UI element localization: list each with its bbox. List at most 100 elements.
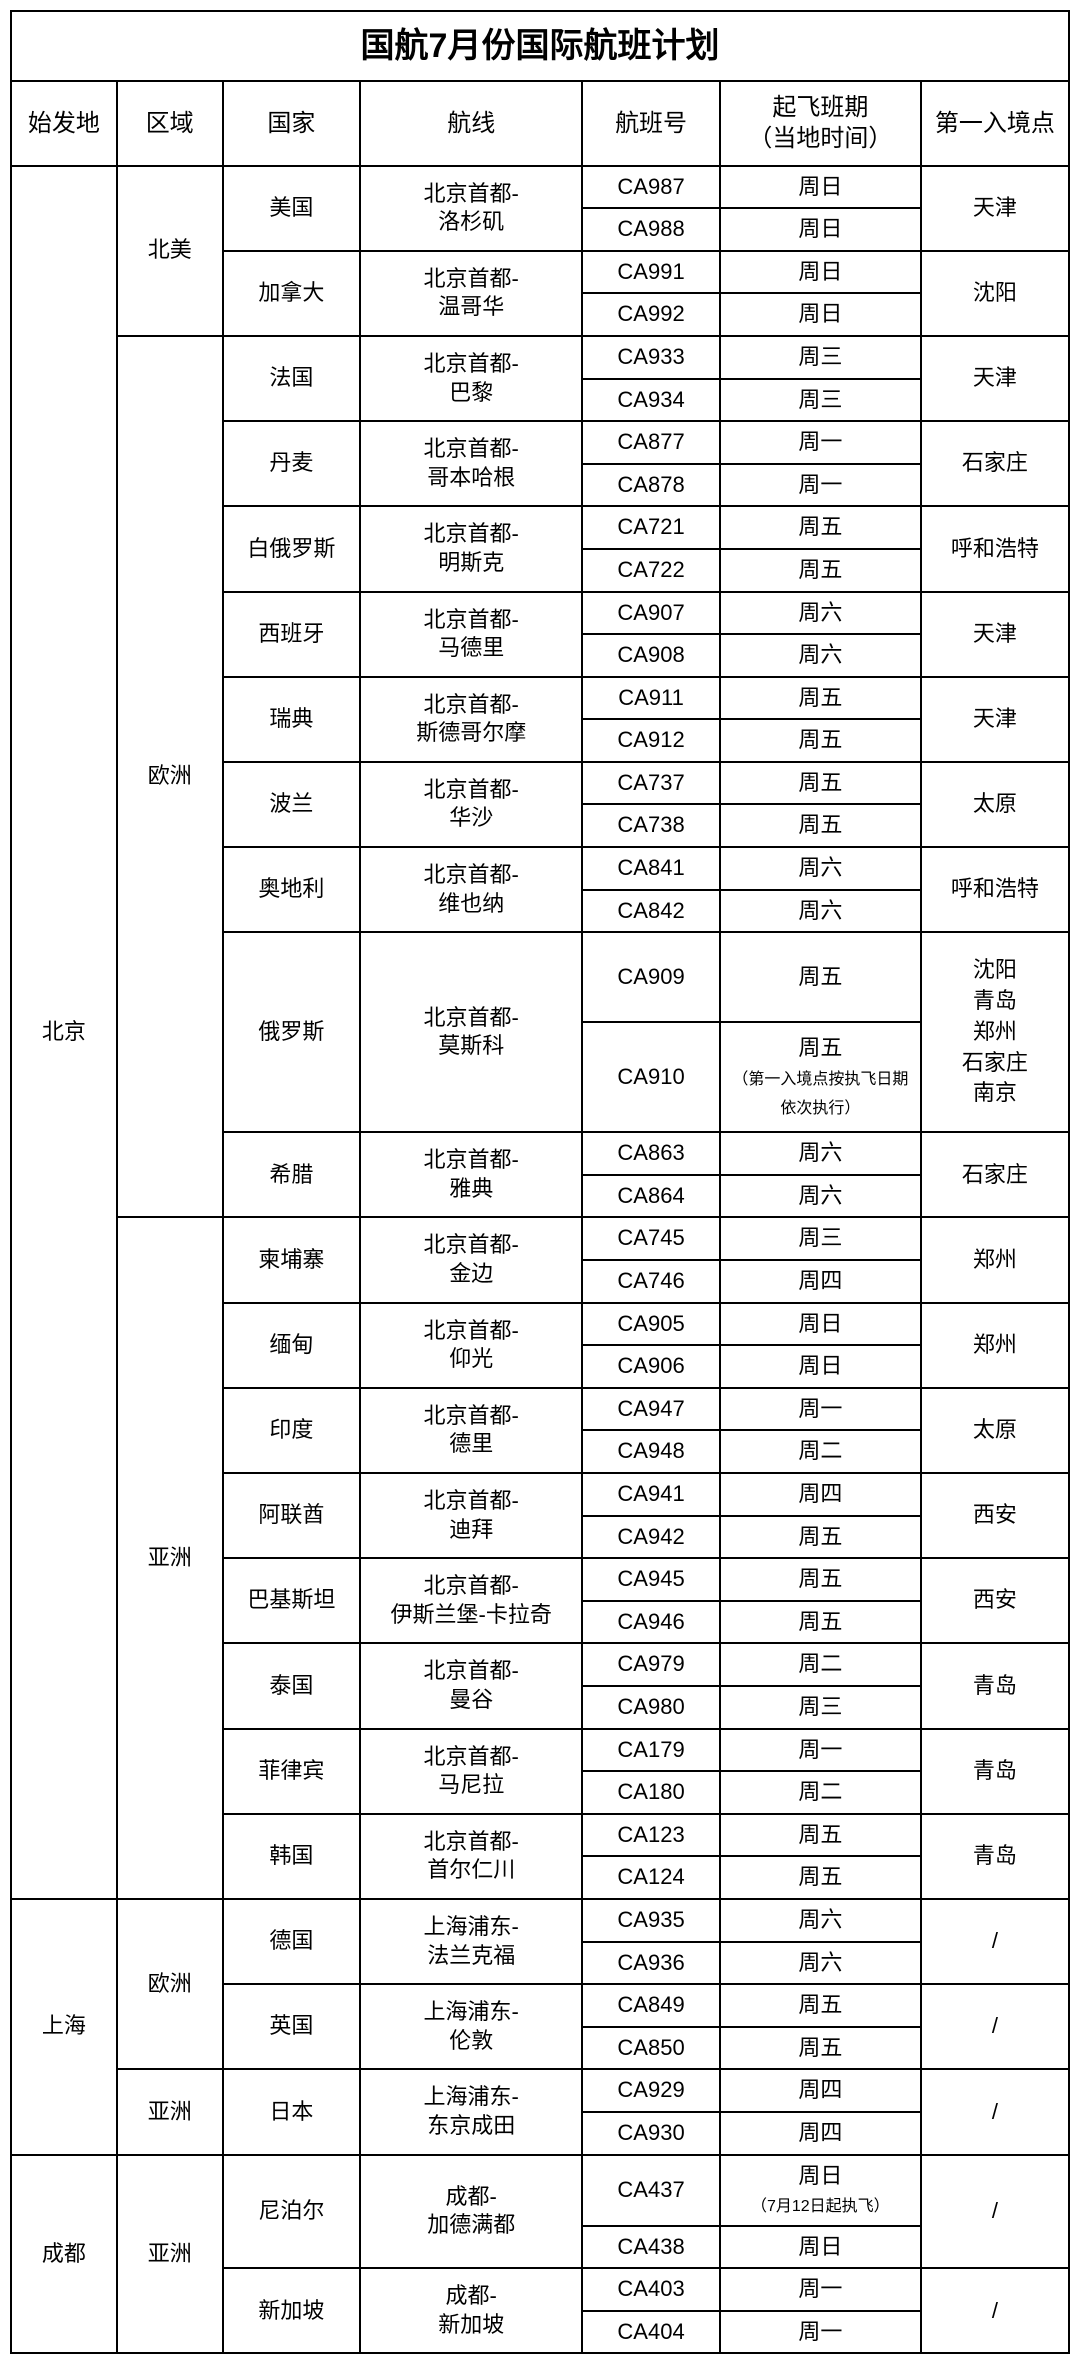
- hdr-route: 航线: [360, 81, 582, 165]
- route-cell: 上海浦东-伦敦: [360, 1984, 582, 2069]
- entry-cell: /: [921, 2069, 1069, 2154]
- flight-cell: CA863: [582, 1132, 720, 1175]
- schedule-cell: 周五: [720, 1984, 921, 2027]
- flight-cell: CA910: [582, 1022, 720, 1132]
- schedule-cell: 周五: [720, 719, 921, 762]
- schedule-cell: 周日: [720, 293, 921, 336]
- schedule-cell: 周六: [720, 592, 921, 635]
- title-row: 国航7月份国际航班计划: [11, 11, 1069, 81]
- schedule-cell: 周五: [720, 1516, 921, 1559]
- flight-cell: CA738: [582, 804, 720, 847]
- schedule-cell: 周五: [720, 1601, 921, 1644]
- origin-cell: 成都: [11, 2155, 117, 2354]
- schedule-cell: 周五: [720, 677, 921, 720]
- flight-cell: CA987: [582, 166, 720, 209]
- flight-cell: CA841: [582, 847, 720, 890]
- schedule-cell: 周三: [720, 1686, 921, 1729]
- country-cell: 柬埔寨: [223, 1217, 361, 1302]
- country-cell: 泰国: [223, 1643, 361, 1728]
- flight-cell: CA721: [582, 506, 720, 549]
- region-cell: 欧洲: [117, 1899, 223, 2069]
- country-cell: 奥地利: [223, 847, 361, 932]
- schedule-cell: 周五 （第一入境点按执飞日期依次执行）: [720, 1022, 921, 1132]
- route-cell: 北京首都-曼谷: [360, 1643, 582, 1728]
- route-cell: 北京首都-温哥华: [360, 251, 582, 336]
- schedule-cell: 周一: [720, 1388, 921, 1431]
- flight-cell: CA877: [582, 421, 720, 464]
- entry-cell: 青岛: [921, 1729, 1069, 1814]
- schedule-cell: 周一: [720, 421, 921, 464]
- flight-cell: CA438: [582, 2226, 720, 2269]
- region-cell: 亚洲: [117, 1217, 223, 1899]
- entry-cell: 呼和浩特: [921, 847, 1069, 932]
- flight-cell: CA942: [582, 1516, 720, 1559]
- flight-cell: CA878: [582, 464, 720, 507]
- schedule-cell: 周四: [720, 2112, 921, 2155]
- schedule-cell: 周五: [720, 804, 921, 847]
- entry-cell: /: [921, 2268, 1069, 2353]
- route-cell: 上海浦东-法兰克福: [360, 1899, 582, 1984]
- hdr-country: 国家: [223, 81, 361, 165]
- country-cell: 尼泊尔: [223, 2155, 361, 2269]
- route-cell: 北京首都-雅典: [360, 1132, 582, 1217]
- flight-cell: CA933: [582, 336, 720, 379]
- schedule-cell: 周一: [720, 464, 921, 507]
- flight-cell: CA935: [582, 1899, 720, 1942]
- country-cell: 丹麦: [223, 421, 361, 506]
- entry-cell: /: [921, 1984, 1069, 2069]
- route-cell: 北京首都-哥本哈根: [360, 421, 582, 506]
- table-row: 成都 亚洲 尼泊尔 成都-加德满都 CA437 周日 （7月12日起执飞） /: [11, 2155, 1069, 2226]
- schedule-cell: 周日: [720, 2226, 921, 2269]
- country-cell: 白俄罗斯: [223, 506, 361, 591]
- entry-cell: 天津: [921, 166, 1069, 251]
- flight-cell: CA123: [582, 1814, 720, 1857]
- entry-cell: 石家庄: [921, 421, 1069, 506]
- schedule-cell: 周六: [720, 847, 921, 890]
- hdr-flight: 航班号: [582, 81, 720, 165]
- flight-cell: CA911: [582, 677, 720, 720]
- schedule-note: （7月12日起执飞）: [751, 2198, 890, 2215]
- schedule-cell: 周一: [720, 2268, 921, 2311]
- flight-cell: CA988: [582, 208, 720, 251]
- flight-cell: CA180: [582, 1771, 720, 1814]
- flight-cell: CA912: [582, 719, 720, 762]
- flight-cell: CA929: [582, 2069, 720, 2112]
- schedule-cell: 周五: [720, 506, 921, 549]
- flight-cell: CA850: [582, 2027, 720, 2070]
- country-cell: 英国: [223, 1984, 361, 2069]
- flight-cell: CA909: [582, 932, 720, 1022]
- entry-cell: 呼和浩特: [921, 506, 1069, 591]
- route-cell: 成都-新加坡: [360, 2268, 582, 2353]
- hdr-region: 区域: [117, 81, 223, 165]
- flight-cell: CA437: [582, 2155, 720, 2226]
- flight-cell: CA864: [582, 1175, 720, 1218]
- schedule-cell: 周二: [720, 1771, 921, 1814]
- table-row: 亚洲 柬埔寨 北京首都-金边 CA745 周三 郑州: [11, 1217, 1069, 1260]
- entry-cell: 太原: [921, 762, 1069, 847]
- country-cell: 巴基斯坦: [223, 1558, 361, 1643]
- entry-cell: 沈阳青岛郑州石家庄南京: [921, 932, 1069, 1132]
- flight-cell: CA947: [582, 1388, 720, 1431]
- table-row: 上海 欧洲 德国 上海浦东-法兰克福 CA935 周六 /: [11, 1899, 1069, 1942]
- route-cell: 北京首都-斯德哥尔摩: [360, 677, 582, 762]
- entry-cell: 天津: [921, 336, 1069, 421]
- hdr-schedule-l2: （当地时间）: [748, 125, 892, 152]
- flight-cell: CA905: [582, 1303, 720, 1346]
- country-cell: 缅甸: [223, 1303, 361, 1388]
- schedule-cell: 周日: [720, 208, 921, 251]
- schedule-cell: 周日: [720, 166, 921, 209]
- schedule-note: （第一入境点按执飞日期依次执行）: [732, 1071, 908, 1117]
- route-cell: 北京首都-伊斯兰堡-卡拉奇: [360, 1558, 582, 1643]
- country-cell: 阿联酋: [223, 1473, 361, 1558]
- entry-cell: 天津: [921, 592, 1069, 677]
- entry-cell: 西安: [921, 1473, 1069, 1558]
- route-cell: 北京首都-巴黎: [360, 336, 582, 421]
- table-row: 欧洲 法国 北京首都-巴黎 CA933 周三 天津: [11, 336, 1069, 379]
- entry-cell: 西安: [921, 1558, 1069, 1643]
- schedule-cell: 周五: [720, 1558, 921, 1601]
- schedule-cell: 周二: [720, 1643, 921, 1686]
- route-cell: 北京首都-仰光: [360, 1303, 582, 1388]
- route-cell: 成都-加德满都: [360, 2155, 582, 2269]
- entry-cell: 青岛: [921, 1814, 1069, 1899]
- country-cell: 加拿大: [223, 251, 361, 336]
